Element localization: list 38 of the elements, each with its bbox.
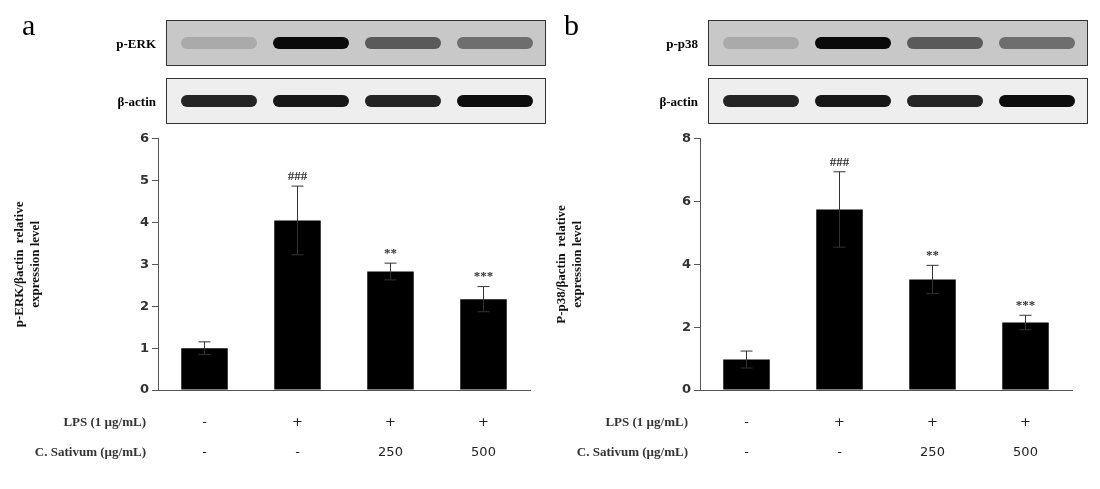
x-tick-label: + 500 <box>1013 414 1038 460</box>
text: C. Sativum (µg/mL) <box>34 444 146 460</box>
x-tick-label: + 500 <box>471 414 496 460</box>
x-tick-label: + - <box>292 414 303 460</box>
y-tick-label: 4 <box>139 213 149 229</box>
y-tick-label: 3 <box>139 255 149 271</box>
y-tick-label: 8 <box>681 130 691 146</box>
y-tick-label: 6 <box>139 130 149 146</box>
text: p-p38 <box>665 36 698 52</box>
annotation: ** <box>384 245 397 260</box>
text: β-actin <box>116 94 156 110</box>
chart-title: b <box>564 8 579 42</box>
annotation: ### <box>829 153 850 169</box>
y-axis-title: P-p38/βactin relative expression level <box>553 204 584 324</box>
y-tick-label: 0 <box>681 381 691 397</box>
annotation: *** <box>473 268 494 284</box>
annotation: ### <box>287 167 308 183</box>
x-tick-label: + 250 <box>920 414 945 460</box>
text: β-actin <box>658 94 698 110</box>
y-axis-title: p-ERK/βactin relative expression level <box>11 201 42 328</box>
x-tick-label: + 250 <box>378 414 403 460</box>
annotation: *** <box>1015 297 1036 313</box>
text: C. Sativum (µg/mL) <box>576 444 688 460</box>
y-tick-label: 6 <box>681 192 691 208</box>
y-tick-label: 1 <box>139 339 149 355</box>
y-tick-label: 5 <box>139 172 149 188</box>
text: LPS (1 µg/mL) <box>63 414 146 430</box>
x-tick-label: - - <box>744 414 750 460</box>
x-tick-label: + - <box>834 414 845 460</box>
y-tick-label: 0 <box>139 381 149 397</box>
y-tick-label: 2 <box>139 297 149 313</box>
chart-title: a <box>22 8 36 42</box>
text: p-ERK <box>115 36 156 52</box>
x-tick-label: - - <box>202 414 208 460</box>
annotation: ** <box>926 247 939 263</box>
y-tick-label: 2 <box>681 318 691 334</box>
y-tick-label: 4 <box>681 255 691 271</box>
text: LPS (1 µg/mL) <box>605 414 688 430</box>
